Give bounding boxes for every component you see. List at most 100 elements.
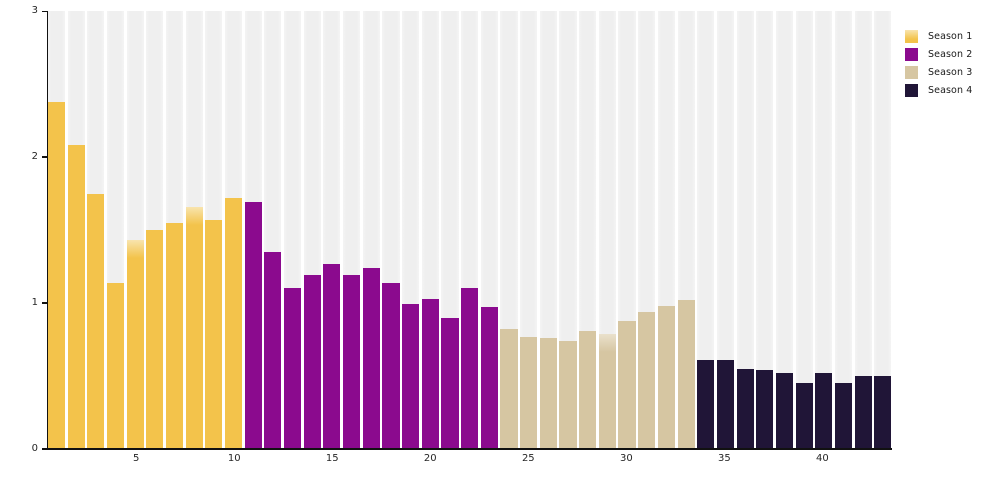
x-axis-line xyxy=(46,448,892,450)
bar-slot-9 xyxy=(205,11,223,449)
bar-slot-17 xyxy=(362,11,380,449)
bar-slot-13 xyxy=(284,11,302,449)
bar-slot-15 xyxy=(323,11,341,449)
legend-label-season-1: Season 1 xyxy=(928,30,973,42)
bar-episode-39 xyxy=(795,383,813,449)
bar-episode-32 xyxy=(657,305,675,449)
bar-episode-17 xyxy=(362,267,380,449)
bar-episode-1 xyxy=(48,101,66,449)
bar-slot-11 xyxy=(244,11,262,449)
bar-slot-5 xyxy=(126,11,144,449)
bar-episode-6 xyxy=(146,230,164,449)
bar-slot-2 xyxy=(67,11,85,449)
bar-episode-10 xyxy=(225,197,243,449)
legend-swatch-season-4-icon xyxy=(905,83,918,97)
y-tick-2 xyxy=(42,156,47,158)
bar-episode-28 xyxy=(579,330,597,449)
bar-episode-15 xyxy=(323,263,341,449)
bar-episode-40 xyxy=(815,373,833,449)
bar-slot-31 xyxy=(638,11,656,449)
bar-slot-22 xyxy=(461,11,479,449)
bar-slot-23 xyxy=(480,11,498,449)
bar-episode-21 xyxy=(441,317,459,449)
bar-slot-10 xyxy=(225,11,243,449)
bar-slot-24 xyxy=(500,11,518,449)
y-axis-label-2: 2 xyxy=(31,151,38,162)
legend-item-season-1: Season 1 xyxy=(905,29,972,43)
bar-episode-12 xyxy=(264,251,282,449)
bar-slot-37 xyxy=(756,11,774,449)
x-axis-labels: 5 10 15 20 25 30 35 40 xyxy=(48,453,891,467)
bar-episode-38 xyxy=(775,373,793,449)
bar-episode-5 xyxy=(126,240,144,449)
x-axis-label-10: 10 xyxy=(227,453,241,464)
bar-episode-43 xyxy=(874,376,892,449)
bar-slot-12 xyxy=(264,11,282,449)
y-tick-0 xyxy=(42,448,47,450)
bar-episode-8 xyxy=(185,206,203,449)
bar-slot-14 xyxy=(303,11,321,449)
bar-episode-27 xyxy=(559,340,577,449)
x-axis-label-30: 30 xyxy=(619,453,633,464)
bar-episode-18 xyxy=(382,282,400,449)
bar-slot-1 xyxy=(48,11,66,449)
y-tick-3 xyxy=(42,10,47,12)
bar-episode-2 xyxy=(67,145,85,449)
bar-slot-6 xyxy=(146,11,164,449)
bar-episode-4 xyxy=(107,282,125,449)
y-axis-label-0: 0 xyxy=(31,443,38,454)
bar-episode-35 xyxy=(716,359,734,449)
bar-slot-19 xyxy=(402,11,420,449)
bar-slot-26 xyxy=(539,11,557,449)
x-axis-label-35: 35 xyxy=(717,453,731,464)
legend-swatch-season-3-icon xyxy=(905,65,918,79)
bar-episode-30 xyxy=(618,320,636,449)
x-axis-label-15: 15 xyxy=(325,453,339,464)
bar-episode-29 xyxy=(598,333,616,449)
bar-episode-11 xyxy=(244,202,262,449)
legend-item-season-2: Season 2 xyxy=(905,47,972,61)
bar-slot-41 xyxy=(834,11,852,449)
bar-slot-35 xyxy=(716,11,734,449)
bar-slot-8 xyxy=(185,11,203,449)
bar-slot-4 xyxy=(107,11,125,449)
y-axis-line xyxy=(46,10,48,450)
bar-episode-33 xyxy=(677,300,695,449)
plot-area xyxy=(48,11,892,449)
bar-slot-42 xyxy=(854,11,872,449)
bar-episode-25 xyxy=(520,336,538,449)
bar-episode-3 xyxy=(87,193,105,449)
y-tick-1 xyxy=(42,302,47,304)
bar-episode-37 xyxy=(756,370,774,449)
bar-episode-7 xyxy=(166,222,184,449)
bar-slot-27 xyxy=(559,11,577,449)
bar-slot-43 xyxy=(874,11,892,449)
bar-slot-38 xyxy=(775,11,793,449)
bar-slot-36 xyxy=(736,11,754,449)
bar-slot-29 xyxy=(598,11,616,449)
y-axis-label-3: 3 xyxy=(31,5,38,16)
legend-label-season-3: Season 3 xyxy=(928,66,973,78)
bar-episode-20 xyxy=(421,298,439,449)
bar-slot-25 xyxy=(520,11,538,449)
bar-slot-3 xyxy=(87,11,105,449)
bar-slot-16 xyxy=(343,11,361,449)
bar-slot-40 xyxy=(815,11,833,449)
bar-slot-34 xyxy=(697,11,715,449)
bar-episode-22 xyxy=(461,288,479,449)
bar-slot-21 xyxy=(441,11,459,449)
bar-slot-28 xyxy=(579,11,597,449)
bar-episode-24 xyxy=(500,329,518,449)
bar-episode-41 xyxy=(834,383,852,449)
bar-episode-26 xyxy=(539,338,557,449)
bar-slot-30 xyxy=(618,11,636,449)
bar-slot-39 xyxy=(795,11,813,449)
x-axis-label-25: 25 xyxy=(521,453,535,464)
x-axis-label-20: 20 xyxy=(423,453,437,464)
bar-slot-7 xyxy=(166,11,184,449)
x-axis-label-5: 5 xyxy=(133,453,140,464)
bar-slot-33 xyxy=(677,11,695,449)
bar-slot-18 xyxy=(382,11,400,449)
legend-label-season-4: Season 4 xyxy=(928,84,973,96)
